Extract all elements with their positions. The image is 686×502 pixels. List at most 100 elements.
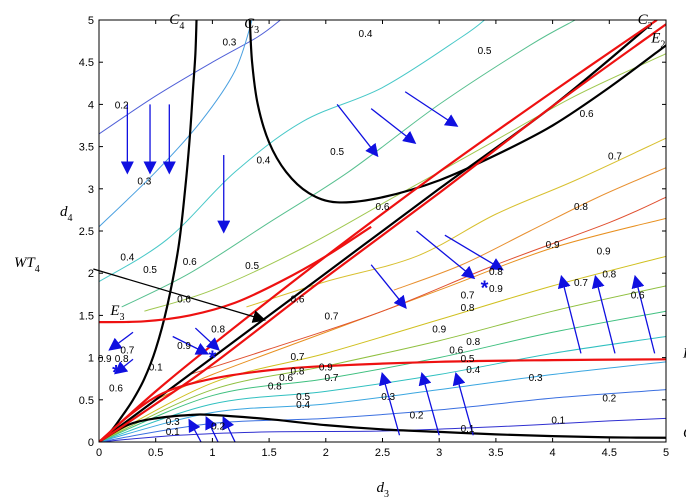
flow-arrow [591, 274, 616, 354]
flow-arrow [113, 358, 134, 375]
x-axis-label: d3 [377, 480, 390, 500]
contour-label: 0.6 [376, 202, 390, 213]
axis-ticks: 0 0.5 1 1.5 2 2.5 3 3.5 4 4.5 5 0 0.5 1 1.5 2 2.5 3 3.5 4 4.… [79, 15, 669, 459]
contour-label: 0.8 [115, 354, 129, 365]
x-tick-label: 2.5 [375, 447, 390, 459]
contour-label: 0.8 [211, 324, 225, 335]
flow-arrow [370, 264, 407, 309]
x-tick-label: 3.5 [488, 447, 503, 459]
y-tick-label: 1 [88, 353, 94, 365]
contour-label: 0.8 [268, 382, 282, 393]
wt4-pointer-arrow [93, 268, 266, 323]
contour-label: 0.7 [608, 151, 622, 162]
y-tick-label: 3.5 [79, 142, 94, 154]
contour-label: 0.4 [256, 155, 270, 166]
contour-label: 0.9 [98, 354, 112, 365]
contour-line [121, 20, 576, 308]
contour-label: 0.1 [149, 362, 163, 373]
y-tick-label: 3 [88, 184, 94, 196]
contour-label: 0.8 [290, 366, 304, 377]
contour-label: 0.6 [580, 109, 594, 120]
contour-line [99, 310, 666, 442]
contour-label: 0.8 [466, 337, 480, 348]
contour-label: 0.5 [296, 392, 310, 403]
contour-label: 0.3 [166, 417, 180, 428]
contour-label: 0.7 [461, 291, 475, 302]
contour-label: 0.4 [359, 29, 373, 40]
contour-label: 0.9 [177, 341, 191, 352]
contour-label: 0.7 [290, 352, 304, 363]
contour-line [393, 167, 666, 291]
contour-label: 0.5 [330, 147, 344, 158]
boundary-curves [99, 20, 666, 442]
y-tick-label: 1.5 [79, 310, 94, 322]
contour-label: 0.8 [574, 202, 588, 213]
flow-arrow [336, 103, 379, 158]
flow-arrow [416, 230, 476, 280]
flow-arrow [172, 335, 210, 355]
contour-label: 0.8 [489, 267, 503, 278]
x-tick-label: 2 [323, 447, 329, 459]
contour-label: 0.1 [166, 427, 180, 438]
flow-arrow [631, 274, 656, 354]
contour-label: 0.7 [325, 312, 339, 323]
x-tick-label: 3 [436, 447, 442, 459]
y-tick-label: 4.5 [79, 57, 94, 69]
y-tick-label: 5 [88, 15, 94, 27]
contour-label: 0.2 [211, 421, 225, 432]
contour-label: 0.4 [466, 365, 480, 376]
curve-label: C [683, 426, 686, 442]
contour-label: 0.6 [449, 345, 463, 356]
contour-label: 0.3 [222, 37, 236, 48]
contour-label: 0.6 [183, 257, 197, 268]
arrows [108, 91, 656, 443]
curve-label: E3 [109, 303, 124, 323]
contour-label: 0.1 [551, 415, 565, 426]
contour-line [99, 417, 666, 442]
flow-arrow [108, 331, 134, 351]
contour-line [155, 217, 666, 401]
contour-label: 0.3 [381, 392, 395, 403]
contour-label: 0.7 [120, 345, 134, 356]
contour-label: 0.5 [245, 261, 259, 272]
flow-arrow [194, 327, 220, 351]
contour-label: 0.2 [115, 101, 129, 112]
contour-label: 0.1 [461, 424, 475, 435]
x-tick-label: 1 [209, 447, 215, 459]
y-tick-label: 2.5 [79, 226, 94, 238]
flow-arrow [205, 416, 219, 443]
star-marker: * [112, 362, 120, 384]
contour-label: 0.7 [574, 278, 588, 289]
contour-labels: 0.20.30.40.50.60.70.80.90.80.70.60.60.50… [98, 29, 645, 438]
x-tick-label: 5 [663, 447, 669, 459]
contour-line [144, 53, 666, 312]
contour-label: 0.9 [432, 324, 446, 335]
wt4-label: WT4 [14, 255, 40, 275]
flow-arrow [379, 371, 401, 436]
contour-line [189, 196, 666, 375]
contour-label: 0.9 [489, 284, 503, 295]
boundary-curve [248, 20, 666, 204]
boundary-curve [99, 413, 666, 442]
boundary-curve [99, 25, 650, 442]
contour-lines [99, 20, 666, 442]
curve-label: C4 [169, 12, 184, 32]
contour-label: 0.9 [597, 247, 611, 258]
contour-label: 0.8 [461, 303, 475, 314]
contour-line [99, 285, 666, 442]
y-axis-label: d4 [60, 204, 73, 224]
curve-label: E2 [650, 31, 665, 51]
flow-arrow [452, 371, 474, 436]
flow-arrow [404, 91, 459, 127]
contour-label: 0.9 [546, 240, 560, 251]
boundary-curve [99, 20, 198, 442]
curve-label: C2 [638, 12, 653, 32]
y-tick-label: 4 [88, 99, 94, 111]
star-markers: * * * [112, 278, 489, 384]
axis-labels: d3 d4 [60, 204, 389, 500]
y-tick-label: 2 [88, 268, 94, 280]
y-tick-label: 0 [88, 437, 94, 449]
contour-line [99, 20, 253, 228]
